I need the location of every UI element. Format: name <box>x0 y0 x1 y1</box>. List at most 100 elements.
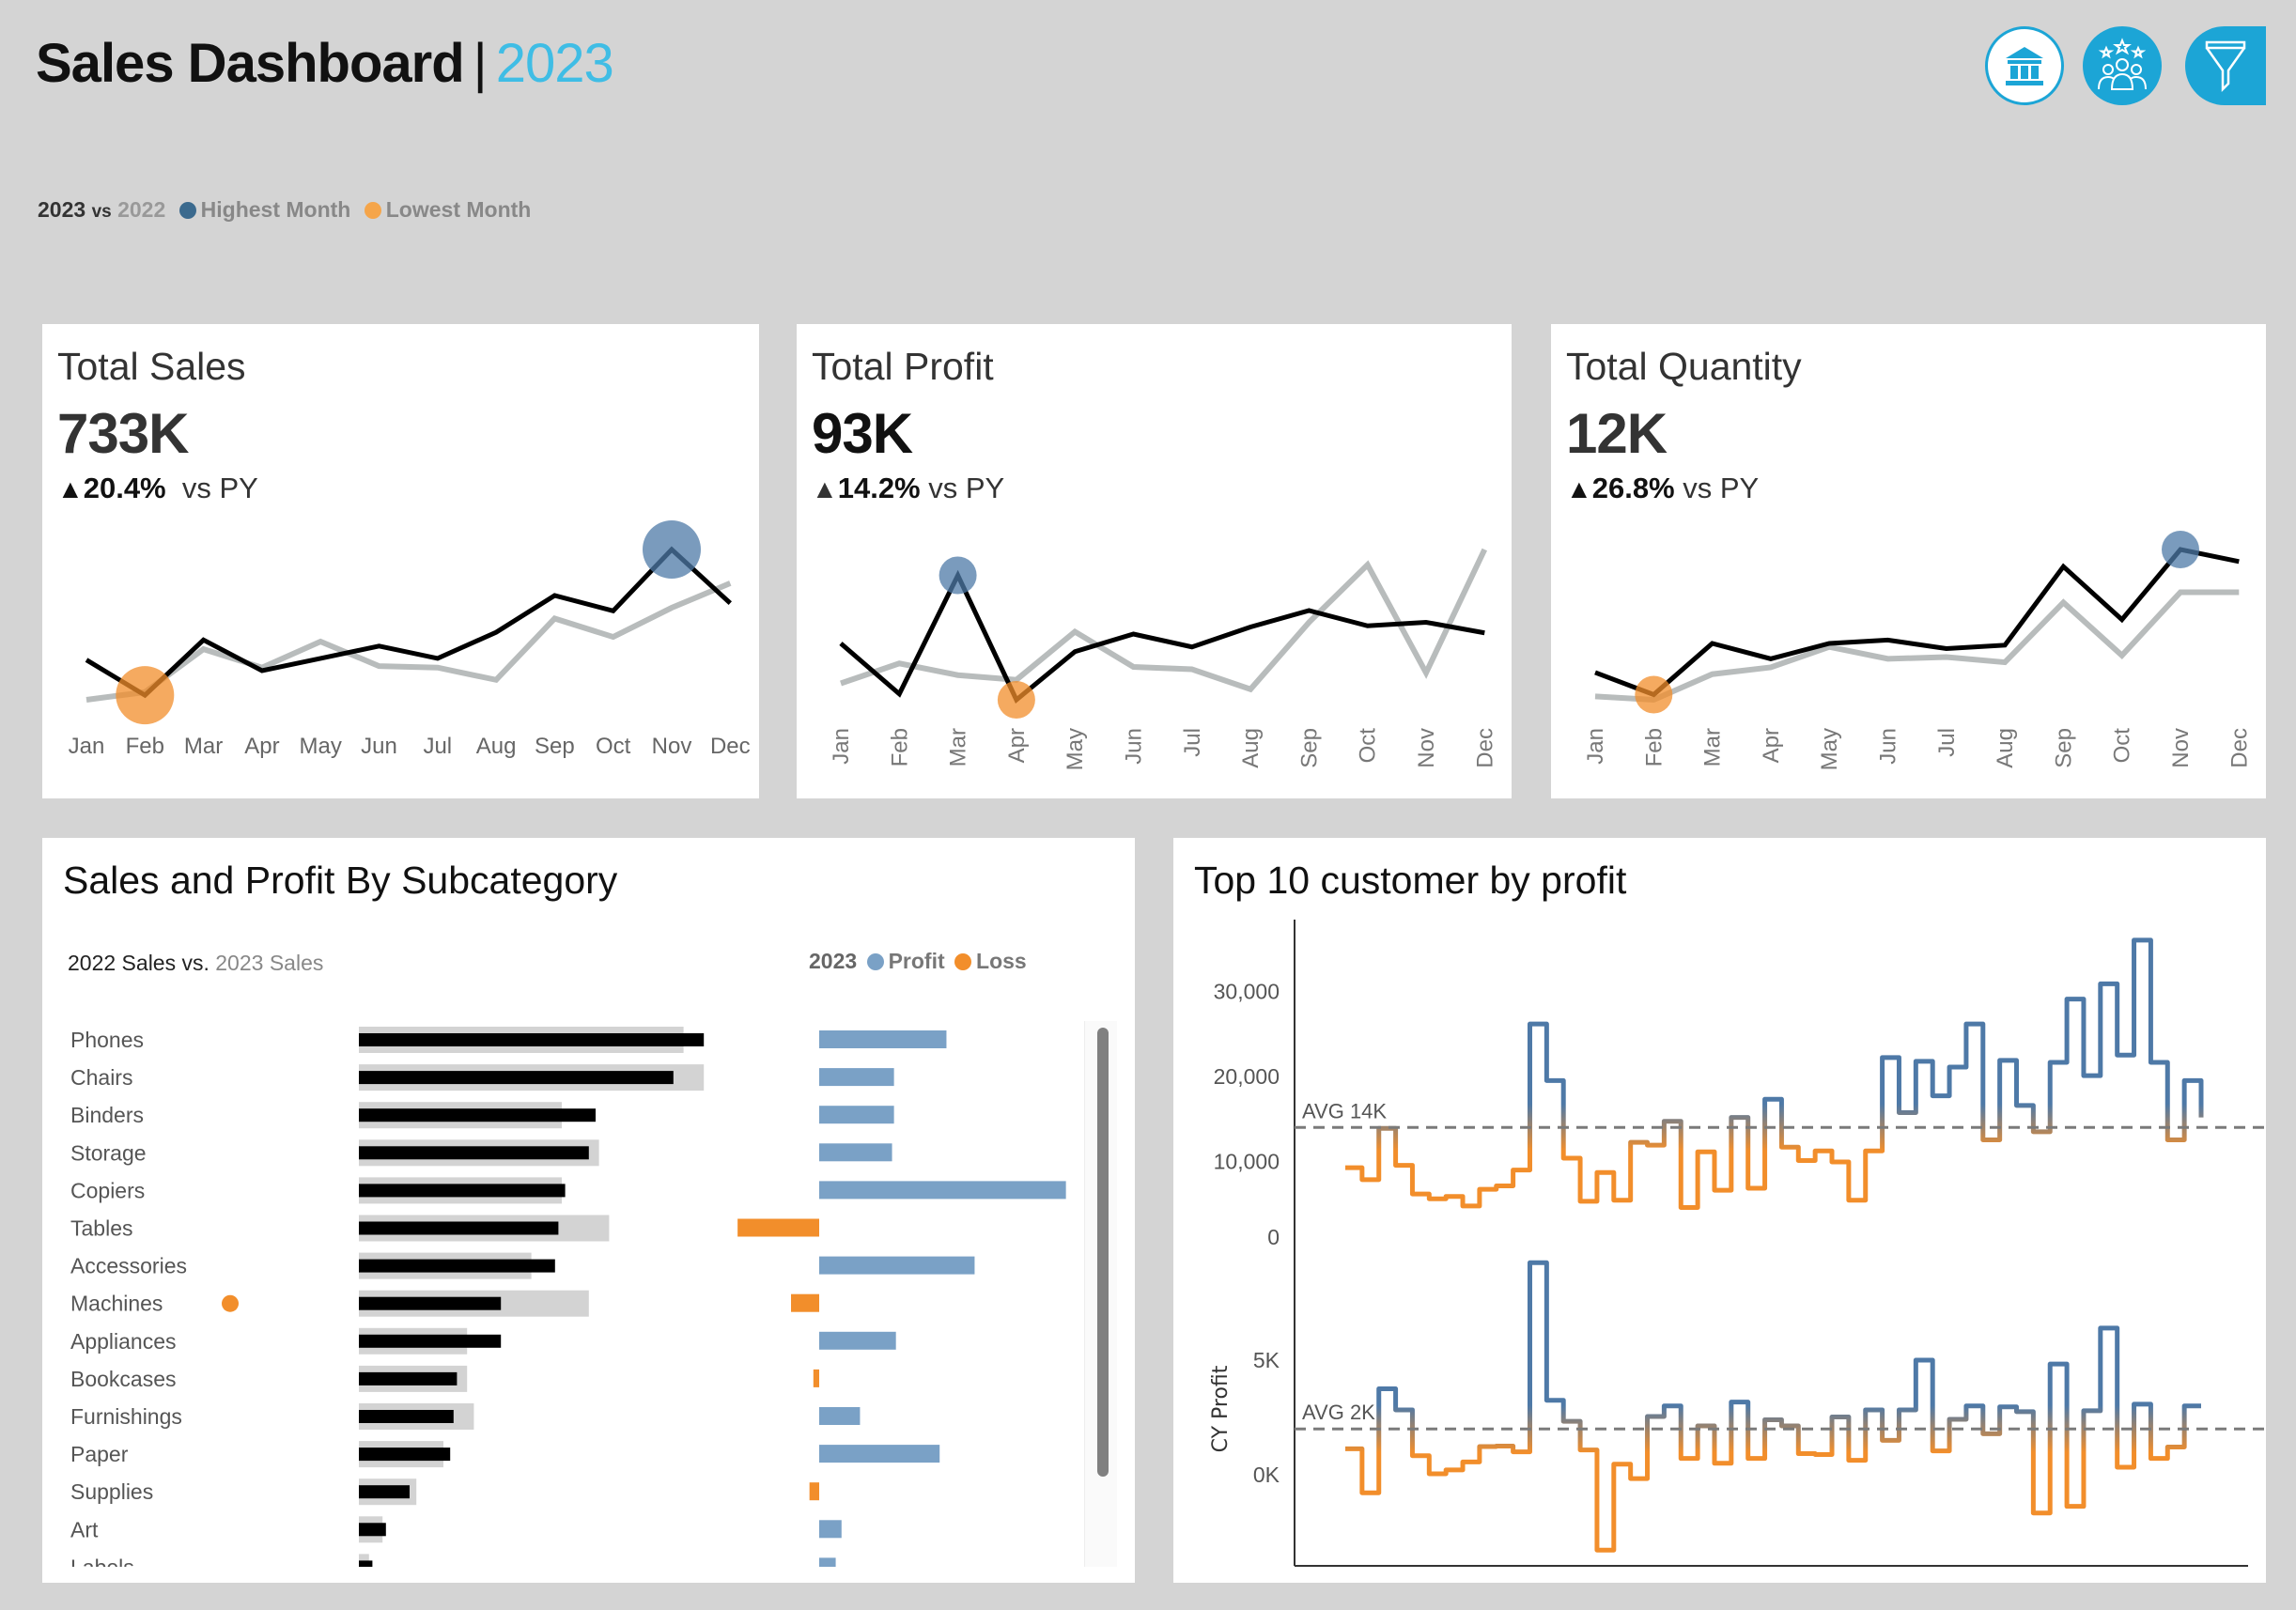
subcategory-row: Machines <box>70 1290 819 1317</box>
month-tick-label: Sep <box>535 734 575 759</box>
subcategory-row: Art <box>70 1516 842 1543</box>
legend-loss: Loss <box>976 949 1027 973</box>
kpi-line-chart: Jan Feb Mar Apr May Jun Jul Aug Sep Oct Nov Dec <box>69 520 751 759</box>
month-tick-label: Sep <box>1296 728 1322 768</box>
y-tick-label: 0 <box>1267 1225 1280 1249</box>
kpi-change-percent: 26.8% <box>1591 472 1675 504</box>
series-line-2023 <box>839 569 1485 704</box>
bar-2022-sales <box>359 1071 674 1085</box>
average-label: AVG 2K <box>1302 1401 1375 1424</box>
profit-bar <box>819 1030 947 1048</box>
highest-month-dot <box>178 202 196 219</box>
subcategory-label: Accessories <box>70 1254 187 1278</box>
subcategory-label: Storage <box>70 1140 147 1165</box>
customer-profit-chart: 30,000 20,000 10,000 0 AVG 14K 5K 0K CY Profit A… <box>1209 920 2266 1567</box>
profit-bar <box>819 1520 842 1539</box>
kpi-value: 733K <box>57 402 189 465</box>
subcategory-row: Supplies <box>70 1478 819 1506</box>
subcategory-row: Paper <box>70 1441 940 1468</box>
subcategory-row: Binders <box>70 1102 894 1129</box>
profit-bar <box>819 1256 975 1275</box>
month-tick-label: Jan <box>829 728 854 765</box>
y-tick-label: 30,000 <box>1214 980 1280 1004</box>
kpi-charts: Jan Feb Mar Apr May Jun Jul Aug Sep Oct Nov Dec Jan F… <box>69 520 2252 770</box>
subcategory-label: Binders <box>70 1103 144 1127</box>
month-tick-label: Feb <box>126 734 164 759</box>
loss-dot <box>954 953 972 970</box>
bar-2022-sales <box>359 1410 454 1423</box>
subcategory-label: Furnishings <box>70 1404 182 1429</box>
subcategory-row: Furnishings <box>70 1403 861 1430</box>
bar-2022-sales <box>359 1560 373 1567</box>
lowest-month-marker <box>997 681 1035 719</box>
y-axis-label: CY Profit <box>1209 1365 1233 1452</box>
month-tick-label: Jul <box>423 734 452 759</box>
month-tick-label: Feb <box>1641 728 1667 766</box>
bank-icon-button[interactable] <box>1985 26 2064 105</box>
bar-2022-sales <box>359 1259 555 1273</box>
kpi-change: ▲14.2% vs PY <box>812 472 1004 505</box>
title-separator: | <box>473 33 488 94</box>
legend-previous-year: 2022 <box>117 197 166 222</box>
profit-step-line <box>1345 937 2204 1210</box>
subcategory-chart: Phones Chairs Binders Storage Copiers Tables A… <box>70 1027 1066 1579</box>
kpi-value: 93K <box>812 402 913 465</box>
lowest-month-dot <box>364 202 381 219</box>
loss-bar <box>813 1369 819 1387</box>
month-tick-label: Jan <box>69 734 105 759</box>
page-title: Sales Dashboard | 2023 <box>36 32 614 95</box>
month-tick-label: Dec <box>710 734 751 759</box>
subcategory-panel: Sales and Profit By Subcategory 2022 Sal… <box>42 838 1135 1583</box>
month-tick-label: Mar <box>946 728 971 766</box>
month-tick-label: Aug <box>1993 728 2018 768</box>
subcategory-label: Chairs <box>70 1065 132 1090</box>
series-line-2022 <box>840 548 1488 693</box>
filter-funnel-icon-button[interactable] <box>2185 26 2266 105</box>
title-year: 2023 <box>495 33 614 94</box>
month-tick-label: Oct <box>596 734 631 759</box>
profit-bar <box>819 1331 896 1350</box>
subcategory-scrollbar-thumb[interactable] <box>1097 1028 1109 1477</box>
profit-bar <box>819 1143 892 1162</box>
bank-icon <box>2006 47 2043 85</box>
kpi-change-percent: 20.4% <box>83 472 166 504</box>
month-tick-label: May <box>300 734 342 759</box>
profit-bar <box>819 1445 940 1463</box>
title-text: Sales Dashboard <box>36 33 465 94</box>
month-tick-label: Feb <box>887 728 912 766</box>
y-tick-label: 20,000 <box>1214 1064 1280 1089</box>
month-tick-label: Mar <box>184 734 223 759</box>
kpi-change: ▲26.8% vs PY <box>1566 472 1759 505</box>
legend-highest: Highest Month <box>200 197 351 222</box>
sales-legend: 2022 Sales vs. 2023 Sales <box>68 951 323 976</box>
filter-funnel-icon <box>2205 40 2246 93</box>
loss-bar <box>737 1218 819 1237</box>
subcategory-label: Labels <box>70 1555 134 1579</box>
subcategory-row: Tables <box>70 1215 819 1242</box>
lowest-month-marker <box>1635 675 1673 714</box>
profit-legend: 2023 Profit Loss <box>809 949 1027 974</box>
lowest-month-marker <box>116 666 175 725</box>
legend-2022-sales: 2022 Sales vs. <box>68 951 209 975</box>
kpi-title: Total Profit <box>812 345 994 388</box>
subcategory-row: Chairs <box>70 1064 894 1091</box>
month-tick-label: Jun <box>1876 728 1901 765</box>
month-tick-label: May <box>1063 728 1088 770</box>
subcategory-label: Appliances <box>70 1329 177 1354</box>
series-line-2023 <box>1594 547 2240 698</box>
bar-2022-sales <box>359 1108 596 1122</box>
kpi-change-percent: 14.2% <box>837 472 921 504</box>
panel-title: Sales and Profit By Subcategory <box>63 859 618 902</box>
kpi-value: 12K <box>1566 402 1668 465</box>
kpi-vs-label: vs PY <box>1683 472 1760 504</box>
bar-2023-sales <box>359 1554 369 1567</box>
series-line-2022 <box>1594 589 2240 704</box>
month-tick-label: Jul <box>1180 728 1205 757</box>
legend-year: 2023 <box>809 949 858 973</box>
month-tick-label: Mar <box>1700 728 1726 766</box>
bar-2022-sales <box>359 1146 589 1160</box>
up-triangle-icon: ▲ <box>1566 474 1592 503</box>
customers-stars-icon-button[interactable] <box>2083 26 2162 105</box>
kpi-line-chart: Jan Feb Mar Apr May Jun Jul Aug Sep Oct Nov Dec <box>1583 531 2252 770</box>
subcategory-label: Supplies <box>70 1479 153 1504</box>
